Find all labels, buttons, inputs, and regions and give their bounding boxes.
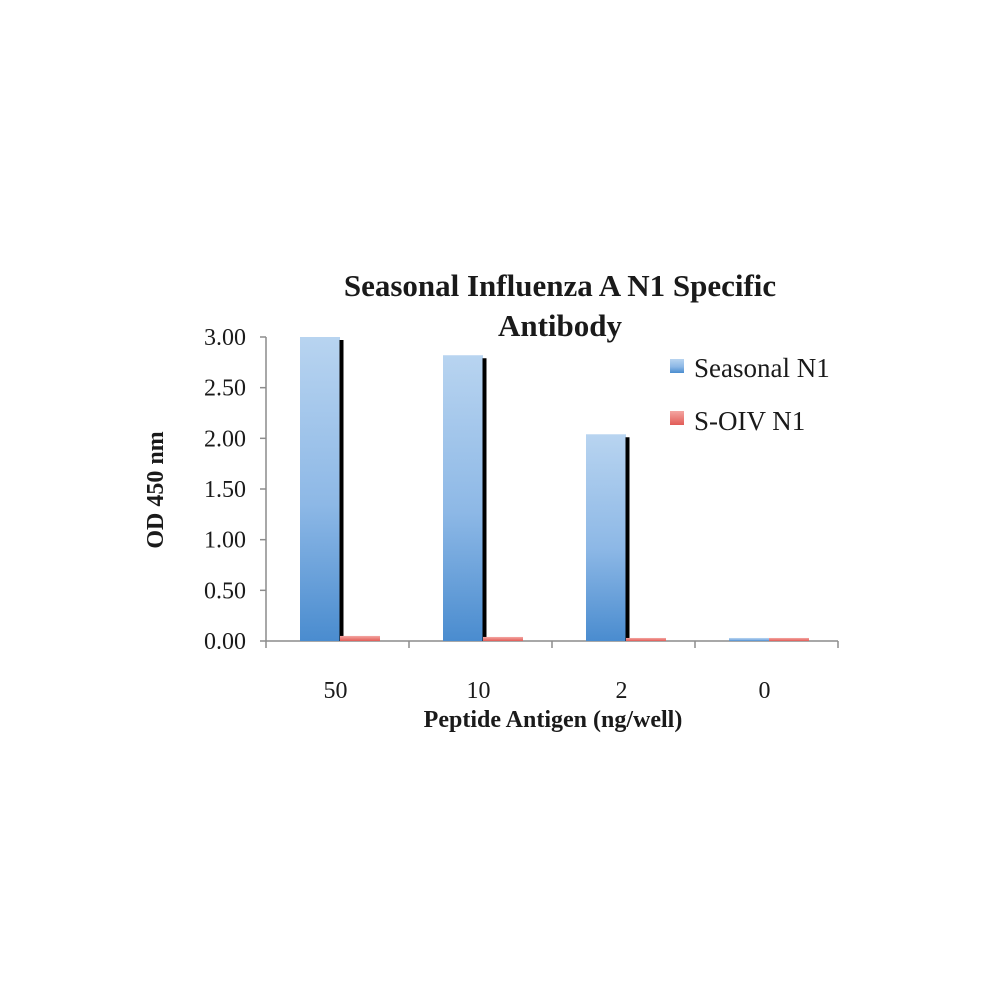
x-axis-label: Peptide Antigen (ng/well) xyxy=(424,707,683,733)
x-tick-label: 50 xyxy=(324,678,348,704)
legend-swatch-s-oiv-n1 xyxy=(670,411,684,425)
y-ticks: 0.00 0.50 1.00 1.50 2.00 2.50 3.00 xyxy=(204,325,266,655)
bar-seasonal-n1-0 xyxy=(729,637,769,641)
chart-title-line-1: Seasonal Influenza A N1 Specific xyxy=(344,268,776,303)
y-tick-label: 1.50 xyxy=(204,477,246,503)
legend-label-seasonal-n1: Seasonal N1 xyxy=(694,353,830,383)
bar-s-oiv-n1-0 xyxy=(769,637,809,641)
bar-seasonal-n1-50 xyxy=(300,337,340,641)
y-tick-label: 0.00 xyxy=(204,629,246,655)
legend-swatch-seasonal-n1 xyxy=(670,359,684,373)
x-tick-label: 2 xyxy=(616,678,628,704)
y-axis-label: OD 450 nm xyxy=(143,431,169,548)
y-tick-label: 0.50 xyxy=(204,578,246,604)
legend-label-s-oiv-n1: S-OIV N1 xyxy=(694,406,805,436)
bar-s-oiv-n1-2 xyxy=(626,637,666,641)
x-tick-label: 0 xyxy=(759,678,771,704)
x-ticks: 50 10 2 0 xyxy=(265,641,839,704)
y-tick-label: 3.00 xyxy=(204,325,246,351)
bar-s-oiv-n1-10 xyxy=(483,636,523,641)
y-tick-label: 2.00 xyxy=(204,426,246,452)
bar-seasonal-n1-2 xyxy=(586,434,626,641)
y-tick-label: 2.50 xyxy=(204,376,246,402)
chart-title-line-2: Antibody xyxy=(498,308,623,343)
y-tick-label: 1.00 xyxy=(204,528,246,554)
x-tick-label: 10 xyxy=(467,678,491,704)
bar-seasonal-n1-10 xyxy=(443,355,483,641)
legend: Seasonal N1 S-OIV N1 xyxy=(670,353,830,436)
bar-s-oiv-n1-50 xyxy=(340,635,380,641)
bars xyxy=(300,337,809,641)
